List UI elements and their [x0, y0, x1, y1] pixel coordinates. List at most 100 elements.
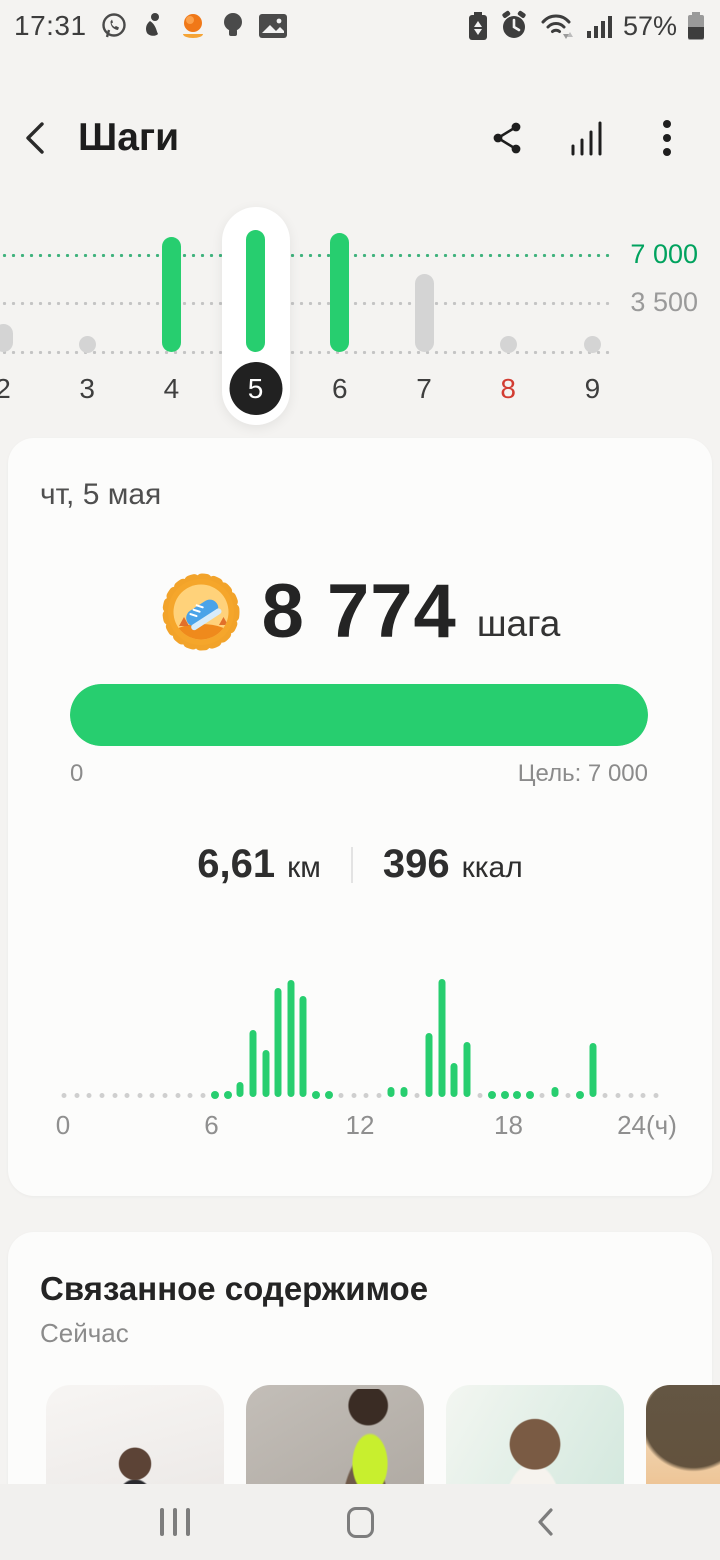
hour-axis-dot — [477, 1093, 483, 1098]
related-content-title: Связанное содержимое — [40, 1270, 429, 1307]
hour-axis-dot — [149, 1093, 155, 1098]
person-icon — [140, 11, 166, 41]
calories-value: 396 — [382, 842, 450, 886]
notification-icons — [99, 10, 289, 42]
week-day-label[interactable]: 4 — [163, 373, 180, 404]
nav-back-button[interactable] — [510, 1492, 580, 1552]
steps-progress-fill — [70, 684, 648, 746]
battery-percent-text: 57% — [622, 10, 677, 41]
hour-axis-dot — [376, 1093, 382, 1098]
week-day-bar[interactable] — [161, 237, 181, 352]
hour-axis-label: 12 — [345, 1110, 375, 1140]
hour-activity-bar — [425, 1033, 433, 1097]
week-day-dot[interactable] — [78, 336, 96, 353]
home-icon — [346, 1506, 374, 1538]
baseline-dotted-line — [0, 351, 613, 354]
hour-axis-label: 6 — [204, 1110, 219, 1140]
goal-line-label: 7 000 — [630, 239, 698, 269]
hour-activity-bar — [576, 1091, 585, 1099]
mid-line-label: 3 500 — [630, 287, 698, 317]
hour-activity-bar — [249, 1030, 257, 1097]
home-button[interactable] — [325, 1492, 395, 1552]
hour-activity-bar — [589, 1043, 597, 1097]
hour-axis-dot — [61, 1093, 67, 1098]
alarm-icon — [498, 10, 530, 42]
steps-summary: 8 774 шага — [8, 568, 712, 655]
recents-button[interactable] — [140, 1492, 210, 1552]
hour-activity-bar — [488, 1091, 497, 1099]
hour-activity-bar — [463, 1042, 471, 1097]
week-day-label[interactable]: 8 — [500, 373, 516, 404]
steps-unit: шага — [476, 603, 561, 644]
distance-unit: км — [287, 851, 321, 884]
bulb-icon — [220, 10, 246, 42]
hour-axis-label: 18 — [494, 1110, 523, 1140]
hour-activity-bar — [551, 1087, 559, 1097]
back-button[interactable] — [0, 108, 70, 168]
hour-axis-dot — [565, 1093, 571, 1098]
hour-activity-bar — [500, 1091, 509, 1099]
week-day-bar[interactable] — [0, 324, 13, 352]
battery-icon — [686, 10, 706, 42]
hour-axis-dot — [175, 1093, 181, 1098]
week-day-label[interactable]: 6 — [332, 373, 348, 404]
hour-activity-bar — [525, 1091, 534, 1099]
trends-chart-button[interactable] — [560, 111, 614, 165]
hour-axis-dot — [602, 1093, 608, 1098]
distance-value: 6,61 — [197, 842, 276, 886]
mid-dotted-line — [0, 302, 613, 305]
hour-axis-dot — [187, 1093, 193, 1098]
page-title: Шаги — [78, 116, 180, 159]
week-day-bar[interactable] — [246, 230, 266, 352]
hour-axis-dot — [200, 1093, 206, 1098]
hourly-steps-chart — [58, 975, 662, 1099]
hour-axis-dot — [112, 1093, 118, 1098]
week-day-dot[interactable] — [583, 336, 601, 353]
step-goal-badge-icon — [160, 571, 242, 653]
weekly-steps-chart: 7 000 3 500 2 3 4 5 6 7 8 9 — [0, 195, 720, 435]
status-bar: 17:31 — [0, 0, 720, 52]
hour-axis-dot — [162, 1093, 168, 1098]
signal-icon — [586, 11, 614, 41]
hour-axis-dot — [338, 1093, 344, 1098]
selected-day-label[interactable]: 5 — [229, 362, 283, 415]
week-day-label[interactable]: 2 — [0, 373, 11, 404]
hour-axis-dot — [615, 1093, 621, 1098]
hour-activity-bar — [287, 980, 295, 1097]
hour-axis-dot — [414, 1093, 420, 1098]
hour-axis-dot — [86, 1093, 92, 1098]
day-detail-card: чт, 5 мая — [8, 438, 712, 1196]
week-day-label[interactable]: 9 — [584, 373, 601, 404]
hour-activity-bar — [236, 1082, 244, 1097]
steps-progress-bar — [70, 684, 648, 746]
week-day-dot[interactable] — [499, 336, 517, 353]
hour-axis-dot — [640, 1093, 646, 1098]
selected-date-label: чт, 5 мая — [40, 478, 162, 511]
progress-labels: 0 Цель: 7 000 — [70, 760, 648, 788]
hour-axis-dot — [653, 1093, 659, 1098]
related-content-subtitle: Сейчас — [40, 1318, 129, 1348]
android-nav-bar — [0, 1484, 720, 1560]
week-day-bar[interactable] — [414, 274, 434, 352]
week-day-label[interactable]: 3 — [79, 373, 95, 404]
header-actions — [480, 111, 720, 165]
more-options-button[interactable] — [640, 111, 694, 165]
hour-axis-dot — [363, 1093, 369, 1098]
hour-activity-bar — [274, 988, 282, 1097]
hour-activity-bar — [450, 1063, 458, 1097]
hour-activity-bar — [387, 1087, 395, 1097]
week-day-label[interactable]: 7 — [416, 373, 432, 404]
hour-axis-dot — [539, 1093, 545, 1098]
food-app-icon — [177, 10, 209, 42]
steps-value: 8 774 — [261, 569, 457, 654]
hour-activity-bar — [438, 979, 446, 1097]
progress-goal-label: Цель: 7 000 — [517, 760, 648, 787]
hour-activity-bar — [223, 1091, 232, 1099]
hour-axis-dot — [99, 1093, 105, 1098]
app-header: Шаги — [0, 98, 720, 178]
hour-activity-bar — [400, 1087, 408, 1097]
share-button[interactable] — [480, 111, 534, 165]
hour-axis-dot — [137, 1093, 143, 1098]
hour-activity-bar — [299, 996, 307, 1097]
week-day-bar[interactable] — [330, 233, 350, 352]
